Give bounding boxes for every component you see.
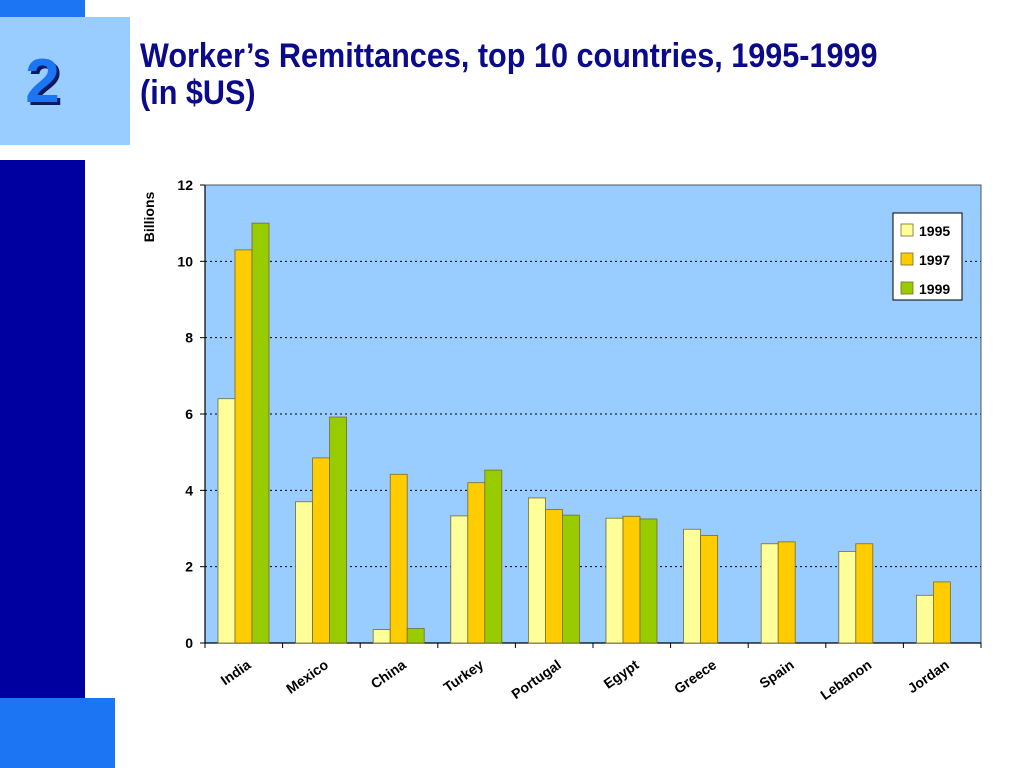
x-tick-label: Portugal xyxy=(508,656,564,702)
x-tick-label: China xyxy=(368,656,409,692)
y-tick-label: 10 xyxy=(177,253,193,269)
x-tick-label: Turkey xyxy=(440,656,486,695)
legend-swatch-1995 xyxy=(900,223,914,237)
y-tick-label: 0 xyxy=(185,635,193,651)
bottom-accent-band xyxy=(0,698,115,768)
bar-turkey-1997 xyxy=(467,482,486,644)
x-tick-label: Jordan xyxy=(904,656,951,696)
bar-egypt-1995 xyxy=(605,517,624,644)
y-tick-label: 4 xyxy=(185,482,193,498)
bar-turkey-1995 xyxy=(450,515,469,644)
bar-jordan-1995 xyxy=(916,594,934,644)
bar-china-1997 xyxy=(389,473,408,644)
x-tick-label: Mexico xyxy=(283,656,331,696)
bar-greece-1995 xyxy=(683,528,701,644)
bar-india-1995 xyxy=(217,398,236,644)
slide-title-line-2: (in $US) xyxy=(140,74,256,113)
bar-portugal-1995 xyxy=(528,497,546,644)
top-accent-band xyxy=(0,0,85,17)
slide-number: 2 xyxy=(25,46,60,116)
bar-portugal-1997 xyxy=(545,509,563,644)
legend-label: 1997 xyxy=(919,252,950,268)
y-axis-label: Billions xyxy=(141,192,157,243)
bar-egypt-1997 xyxy=(622,515,641,644)
left-sidebar-band xyxy=(0,160,85,700)
legend-label: 1999 xyxy=(919,281,950,297)
slide-title: Worker’s Remittances, top 10 countries, … xyxy=(140,37,914,113)
bar-portugal-1999 xyxy=(562,514,580,644)
bar-india-1997 xyxy=(234,249,253,644)
y-tick-label: 8 xyxy=(185,330,193,346)
slide-title-line-1: Worker’s Remittances, top 10 countries, … xyxy=(140,37,878,75)
bar-mexico-1997 xyxy=(312,457,331,644)
x-tick-label: India xyxy=(218,656,254,688)
bar-turkey-1999 xyxy=(484,469,503,644)
legend-swatch-1999 xyxy=(900,281,914,295)
bar-spain-1995 xyxy=(760,543,779,644)
bar-china-1995 xyxy=(372,629,391,644)
y-tick-label: 2 xyxy=(185,559,193,575)
x-tick-label: Spain xyxy=(756,656,796,691)
bar-egypt-1999 xyxy=(639,518,658,644)
bar-lebanon-1995 xyxy=(838,551,857,644)
y-tick-label: 12 xyxy=(177,177,193,193)
bar-china-1999 xyxy=(406,628,425,644)
y-tick-label: 6 xyxy=(185,406,193,422)
x-tick-label: Greece xyxy=(671,656,719,696)
bar-spain-1997 xyxy=(777,541,796,644)
bar-jordan-1997 xyxy=(933,581,951,644)
x-tick-label: Egypt xyxy=(600,656,641,692)
bar-india-1999 xyxy=(251,222,270,644)
legend-label: 1995 xyxy=(919,223,950,239)
x-tick-label: Lebanon xyxy=(817,656,874,703)
legend-swatch-1997 xyxy=(900,252,914,266)
slide-number-box xyxy=(0,17,130,145)
bar-lebanon-1997 xyxy=(855,543,874,644)
bar-mexico-1995 xyxy=(295,501,314,644)
bar-greece-1997 xyxy=(700,534,718,644)
bar-mexico-1999 xyxy=(329,416,348,644)
